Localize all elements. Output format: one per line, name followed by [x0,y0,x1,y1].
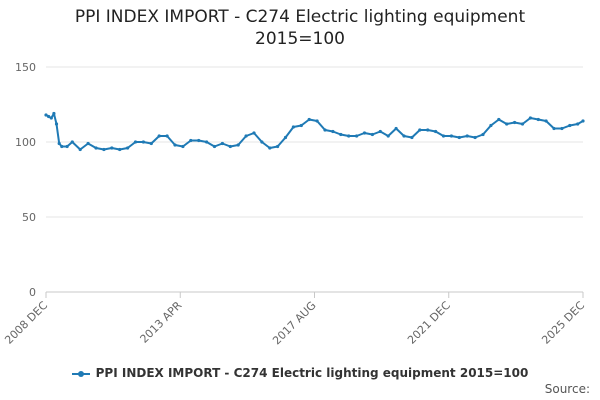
series-point [544,119,548,123]
series-point [276,144,280,149]
series-point [378,129,382,134]
series-point [173,143,177,147]
series-point [102,147,106,152]
legend-swatch-icon [71,370,90,377]
series-point [536,117,540,122]
series-point [47,114,51,119]
series-point [394,126,398,131]
series-point [355,134,359,138]
legend-label: PPI INDEX IMPORT - C274 Electric lightin… [95,366,529,380]
series-point [110,146,114,150]
series-point [260,140,264,144]
series-point [362,131,367,135]
chart-title: PPI INDEX IMPORT - C274 Electric lightin… [0,6,600,50]
x-tick-label: 2013 APR [137,299,184,346]
series-point [126,146,130,150]
series-point [78,147,82,152]
series-point [410,135,414,140]
series-point [60,144,64,149]
series-point [520,122,525,126]
series-point [205,140,209,144]
series-point [189,138,193,143]
series-point [576,122,580,126]
source-label: Source: [544,382,590,396]
series-point [133,140,138,144]
series-point [497,117,501,122]
series-point [70,140,74,144]
series-point [54,122,59,126]
series-point [386,134,390,138]
series-point [315,119,319,123]
series-point [465,134,469,138]
series-point [331,129,335,134]
series-point [370,132,374,137]
y-tick-label: 150 [15,61,36,74]
series-point [236,143,240,147]
series-point [228,144,232,149]
x-tick-labels: 2008 DEC 2013 APR 2017 AUG 2021 DEC 2025 DEC [2,299,587,348]
series-point [505,122,509,126]
series-point [118,147,122,152]
axes [45,292,584,298]
series-point [568,123,572,128]
x-tick-label: 2017 AUG [270,299,319,348]
series-point [457,135,461,140]
series-point [149,141,153,146]
series-point [49,116,53,120]
grid-lines [46,66,583,293]
series-point [441,134,446,138]
series-point [426,128,430,132]
legend[interactable]: PPI INDEX IMPORT - C274 Electric lightin… [0,366,600,380]
y-tick-labels: 0 50 100 150 [15,61,36,299]
series-point [323,128,327,132]
series-point [552,126,556,131]
series-point [299,123,303,128]
series-point [197,138,201,143]
series-point [402,134,406,138]
series-point [57,141,61,146]
series-point [165,134,169,138]
series-point [581,119,585,123]
series-point [418,128,422,132]
series-point [52,111,56,116]
series-point [252,131,256,135]
series-point [94,146,98,150]
series-point [268,146,272,150]
series-point [283,135,288,140]
x-tick-label: 2008 DEC [2,299,50,347]
series-point [86,141,90,146]
series-point [65,144,69,149]
series-point [44,113,48,117]
series-point [513,120,517,125]
series-point [307,117,311,122]
series-layer [44,111,585,152]
chart-title-line-2: 2015=100 [255,29,345,49]
series-line [45,112,584,151]
series-point [339,132,343,137]
y-tick-label: 100 [15,136,36,149]
series-point [489,123,493,128]
series-point [244,134,248,138]
chart-title-line-1: PPI INDEX IMPORT - C274 Electric lightin… [74,7,526,27]
series-point [157,134,161,138]
series-point [560,126,564,131]
series-point [449,134,453,138]
x-tick-label: 2021 DEC [405,299,453,347]
x-tick-label: 2025 DEC [539,299,587,347]
y-tick-label: 50 [22,211,36,224]
series-point [181,144,185,149]
series-point [481,132,485,137]
series-point [434,129,438,134]
series-point [473,135,477,140]
y-tick-label: 0 [29,286,36,299]
series-point [528,116,533,120]
series-point [347,134,351,138]
series-point [141,140,145,144]
series-point [291,125,295,129]
series-point [212,144,217,149]
series-point [220,141,224,146]
